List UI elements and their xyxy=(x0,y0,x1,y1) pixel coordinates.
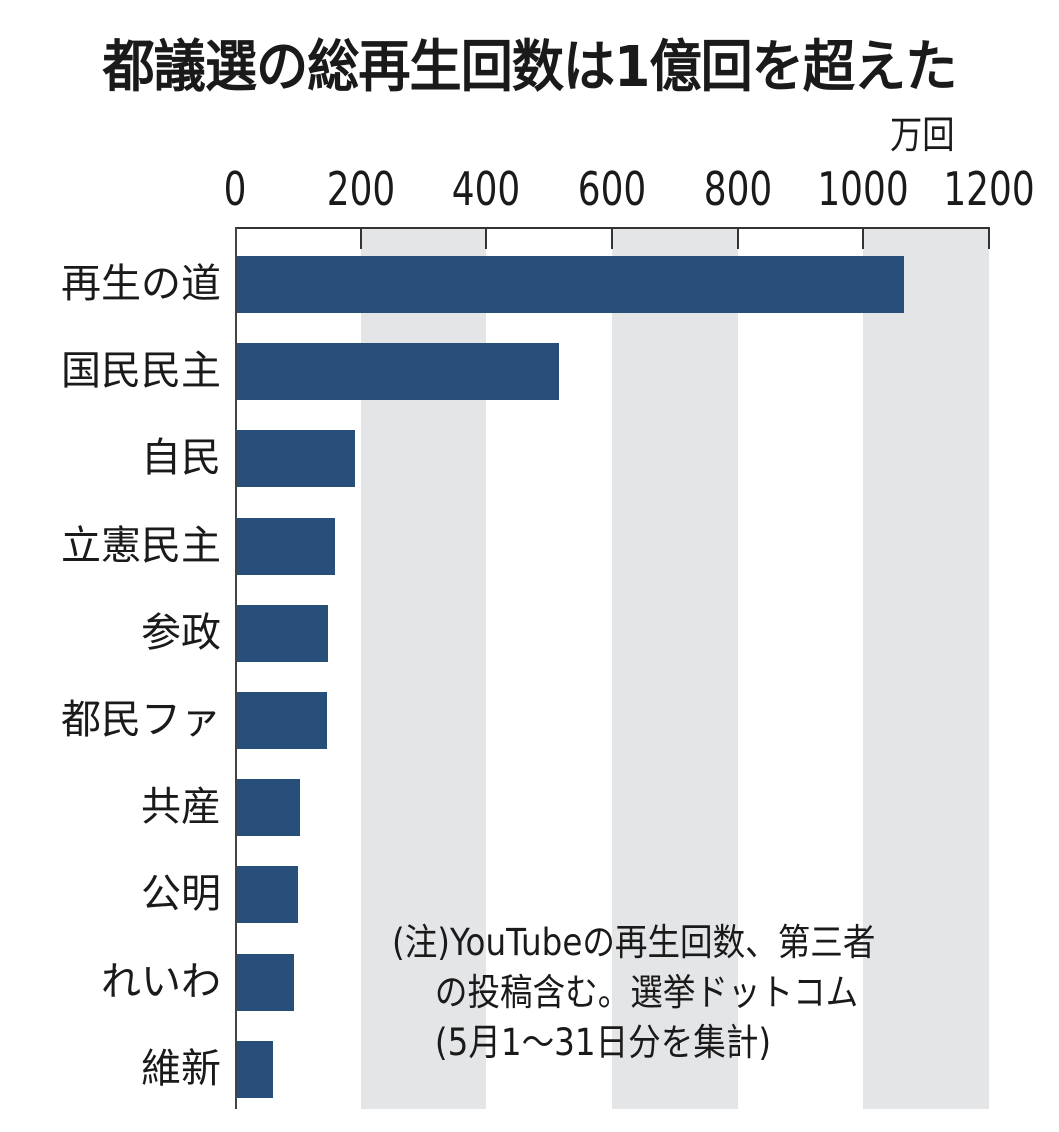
bar xyxy=(236,517,335,575)
x-tick-label: 1200 xyxy=(943,162,1035,216)
grid-band xyxy=(612,227,738,1109)
footnote: (注)YouTubeの再生回数、第三者 の投稿含む。選挙ドットコム (5月1～3… xyxy=(392,918,875,1068)
category-label: 再生の道 xyxy=(61,261,221,307)
chart-title: 都議選の総再生回数は1億回を超えた xyxy=(102,35,958,100)
x-axis-tick xyxy=(359,227,362,249)
unit-label: 万回 xyxy=(890,113,955,157)
bar xyxy=(236,779,301,837)
x-tick-label: 0 xyxy=(223,162,247,216)
category-label: 都民ファ xyxy=(61,697,221,743)
bar xyxy=(236,692,328,749)
bar xyxy=(236,430,355,488)
x-axis-tick xyxy=(988,227,990,249)
x-tick-label: 200 xyxy=(326,162,395,216)
x-axis-tick xyxy=(862,227,865,249)
bar xyxy=(236,953,294,1011)
grid-band xyxy=(863,227,989,1109)
x-tick-label: 800 xyxy=(703,162,772,216)
footnote-line: (5月1～31日分を集計) xyxy=(392,1021,772,1064)
x-tick-label: 600 xyxy=(577,162,647,216)
bar xyxy=(236,866,298,924)
category-label: れいわ xyxy=(101,958,221,1005)
plot-area xyxy=(235,227,990,1109)
x-axis-tick xyxy=(736,227,739,249)
category-label: 共産 xyxy=(141,784,221,831)
footnote-line: の投稿含む。選挙ドットコム xyxy=(392,971,859,1014)
bar xyxy=(236,256,904,313)
category-label: 参政 xyxy=(141,609,221,656)
footnote-line: (注)YouTubeの再生回数、第三者 xyxy=(392,921,876,964)
bar xyxy=(236,1040,274,1098)
x-axis-tick xyxy=(611,227,613,249)
category-label: 自民 xyxy=(141,435,221,482)
x-tick-label: 400 xyxy=(452,162,521,216)
x-tick-label: 1000 xyxy=(817,162,909,216)
bar xyxy=(236,343,559,401)
category-label: 維新 xyxy=(141,1045,221,1092)
category-label: 国民民主 xyxy=(61,348,221,395)
bar xyxy=(236,604,328,662)
x-axis-tick xyxy=(485,227,488,249)
category-label: 公明 xyxy=(141,871,221,918)
category-label: 立憲民主 xyxy=(61,522,221,569)
y-axis-line xyxy=(235,227,237,1109)
